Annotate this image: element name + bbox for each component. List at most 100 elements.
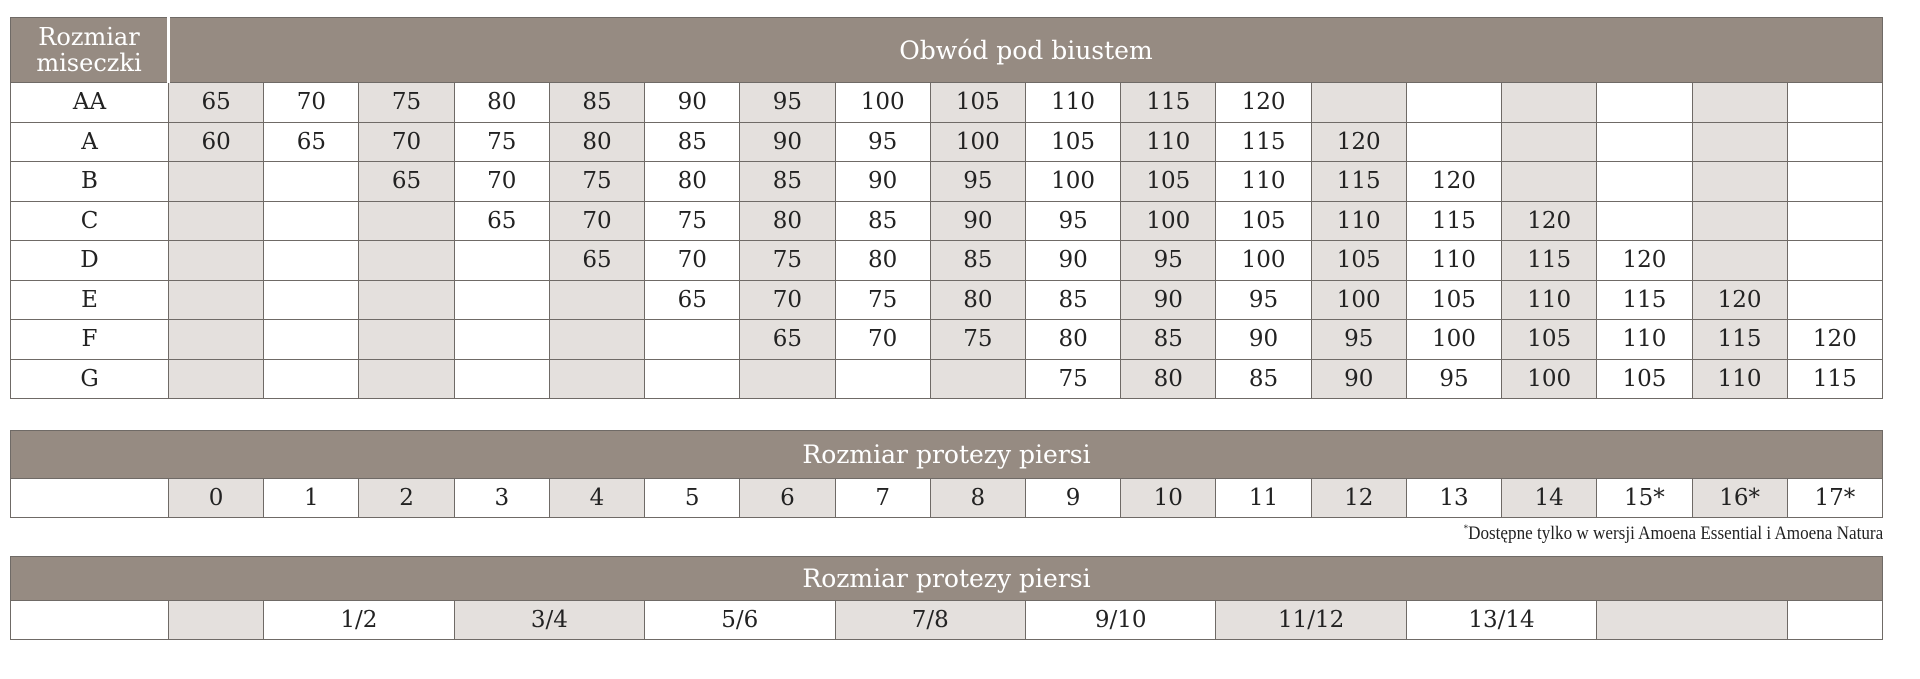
size-cell: 95 — [1405, 358, 1503, 399]
prosthesis-size-cell: 10 — [1120, 478, 1217, 518]
size-cell: 115 — [1691, 319, 1788, 360]
size-cell: 120 — [1691, 279, 1788, 320]
size-cell — [1501, 161, 1598, 202]
size-cell: 90 — [1215, 319, 1312, 360]
size-cell: 105 — [1310, 240, 1407, 281]
size-cell — [739, 358, 836, 399]
cup-label: D — [10, 240, 169, 281]
cup-label: A — [10, 121, 169, 162]
size-cell — [1501, 121, 1598, 162]
empty-cell — [10, 600, 169, 640]
size-cell: 65 — [167, 82, 265, 123]
cup-label: B — [10, 161, 169, 202]
cup-label: F — [10, 319, 169, 360]
size-cell: 100 — [1120, 200, 1217, 241]
size-cell: 110 — [1691, 358, 1788, 399]
prosthesis-size-cell: 0 — [167, 478, 265, 518]
size-cell — [644, 358, 741, 399]
size-cell: 120 — [1405, 161, 1503, 202]
size-cell — [1691, 240, 1788, 281]
size-cell — [167, 319, 265, 360]
cup-label: C — [10, 200, 169, 241]
cup-label: G — [10, 358, 169, 399]
size-cell: 105 — [1501, 319, 1598, 360]
size-cell — [1691, 200, 1788, 241]
size-cell: 115 — [1310, 161, 1407, 202]
size-cell — [167, 240, 265, 281]
size-cell — [1786, 279, 1884, 320]
size-cell: 80 — [1120, 358, 1217, 399]
bra-size-table: Rozmiar miseczki Obwód pod biustem AA 65 7… — [10, 17, 1884, 399]
size-cell — [453, 240, 550, 281]
table-row: D 65 70 75 80 85 90 95 100 105 110 115 120 — [10, 240, 1884, 281]
footnote: *Dostępne tylko w wersji Amoena Essentia… — [1463, 523, 1883, 545]
size-cell: 75 — [358, 82, 455, 123]
size-cell: 100 — [1501, 358, 1598, 399]
size-cell — [1786, 121, 1884, 162]
size-cell: 95 — [1120, 240, 1217, 281]
size-cell — [263, 319, 360, 360]
size-cell: 90 — [1310, 358, 1407, 399]
size-cell — [1786, 161, 1884, 202]
size-cell — [1786, 200, 1884, 241]
size-cell — [167, 358, 265, 399]
size-cell — [548, 319, 646, 360]
prosthesis-size-cell: 5 — [644, 478, 741, 518]
size-cell: 75 — [1024, 358, 1122, 399]
prosthesis-size-cell: 15* — [1596, 478, 1693, 518]
cup-label: E — [10, 279, 169, 320]
size-cell: 115 — [1596, 279, 1693, 320]
size-cell: 80 — [929, 279, 1026, 320]
size-cell — [1691, 161, 1788, 202]
paired-size-cell: 1/2 — [263, 600, 455, 640]
cup-label: AA — [10, 82, 169, 123]
paired-prosthesis-size-table: Rozmiar protezy piersi 1/2 3/4 5/6 7/8 9/10 1… — [10, 556, 1884, 640]
size-cell — [453, 279, 550, 320]
size-cell: 90 — [1120, 279, 1217, 320]
size-cell — [1691, 121, 1788, 162]
size-cell: 75 — [453, 121, 550, 162]
prosthesis-size-cell: 11 — [1215, 478, 1312, 518]
prosthesis-size-table: Rozmiar protezy piersi 0 1 2 3 4 5 6 7 8 9 10 11 12 1… — [10, 430, 1884, 518]
paired-size-cell: 5/6 — [644, 600, 836, 640]
size-cell — [358, 358, 455, 399]
paired-size-cell: 13/14 — [1405, 600, 1598, 640]
size-cell: 105 — [929, 82, 1026, 123]
size-cell: 85 — [548, 82, 646, 123]
prosthesis-size-cell: 7 — [834, 478, 931, 518]
size-cell: 70 — [834, 319, 931, 360]
size-cell: 75 — [929, 319, 1026, 360]
cup-size-header: Rozmiar miseczki — [10, 17, 170, 83]
size-cell: 115 — [1120, 82, 1217, 123]
size-cell: 80 — [644, 161, 741, 202]
prosthesis-size-cell: 14 — [1501, 478, 1598, 518]
size-cell: 120 — [1596, 240, 1693, 281]
size-cell: 105 — [1024, 121, 1122, 162]
size-cell: 95 — [1215, 279, 1312, 320]
size-cell — [1405, 82, 1503, 123]
size-cell: 95 — [739, 82, 836, 123]
size-cell — [1786, 82, 1884, 123]
footnote-text: Dostępne tylko w wersji Amoena Essential… — [1467, 523, 1883, 544]
size-cell: 120 — [1310, 121, 1407, 162]
size-cell: 115 — [1786, 358, 1884, 399]
size-cell: 65 — [263, 121, 360, 162]
size-cell — [358, 200, 455, 241]
underbust-header: Obwód pod biustem — [168, 17, 1883, 83]
size-cell: 75 — [834, 279, 931, 320]
size-cell: 110 — [1310, 200, 1407, 241]
size-cell — [263, 200, 360, 241]
size-cell: 90 — [1024, 240, 1122, 281]
size-cell: 70 — [453, 161, 550, 202]
size-cell — [644, 319, 741, 360]
size-cell — [167, 200, 265, 241]
size-cell: 110 — [1024, 82, 1122, 123]
prosthesis-size-cell: 9 — [1024, 478, 1122, 518]
paired-size-cell: 9/10 — [1024, 600, 1217, 640]
size-cell — [929, 358, 1026, 399]
size-cell: 85 — [644, 121, 741, 162]
size-cell: 70 — [644, 240, 741, 281]
size-cell — [1501, 82, 1598, 123]
size-cell — [1596, 200, 1693, 241]
size-cell: 105 — [1405, 279, 1503, 320]
